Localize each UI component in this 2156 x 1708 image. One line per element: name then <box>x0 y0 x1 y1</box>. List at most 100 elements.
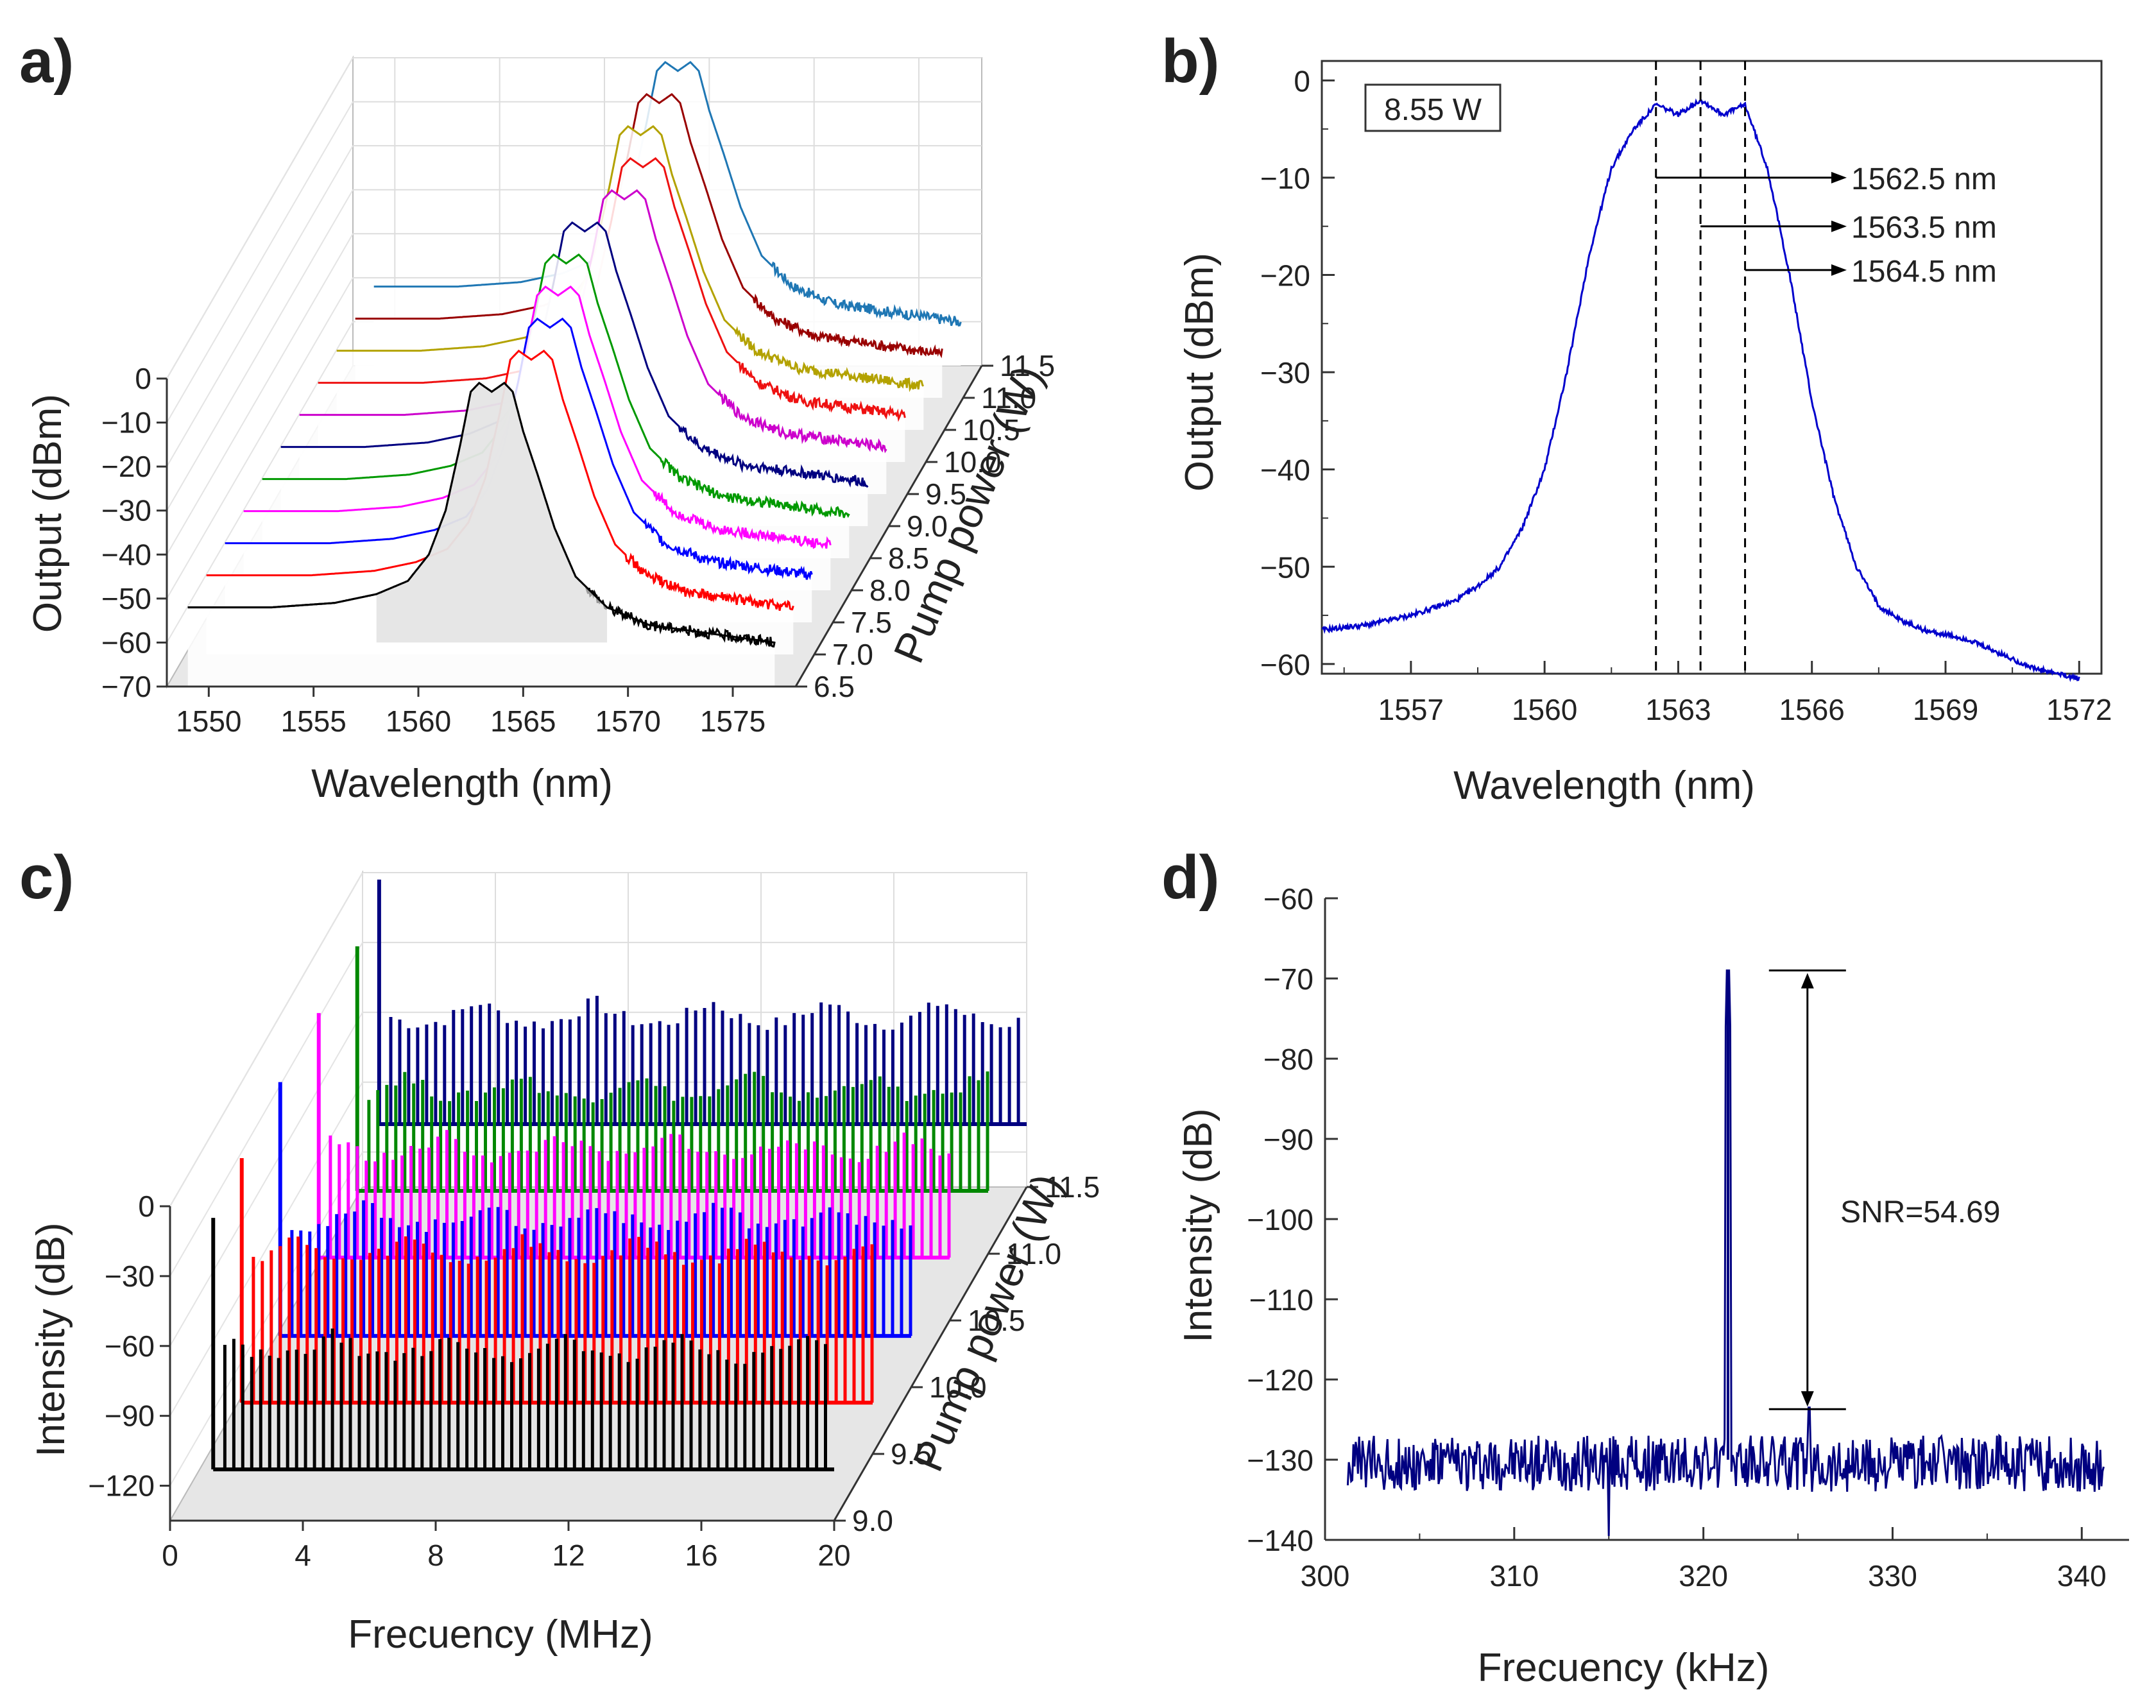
panel-a-z-tick-label: 11.0 <box>981 381 1036 414</box>
panel-a-y-tick-label: −40 <box>101 538 151 571</box>
panel-a-z-tick-label: 7.5 <box>851 606 892 639</box>
panel-a-z-tick-label: 8.0 <box>869 574 911 607</box>
panel-a-z-tick-label: 11.5 <box>1000 349 1055 382</box>
panel-label-d: d) <box>1161 843 1220 912</box>
panel-a-y-tick-label: −50 <box>101 582 151 615</box>
panel-a-series-line <box>373 60 962 327</box>
panel-b-chart: 1557 1560 1563 1566 1569 1572 0 −10 −20 −30 −40 −50… <box>1260 60 2112 726</box>
panel-a-z-tick-label: 9.5 <box>925 477 966 511</box>
panel-b-marker-label: 1563.5 nm <box>1851 211 1997 245</box>
panel-c-z-tick-label: 9.0 <box>852 1504 893 1537</box>
panel-c-x-tick-label: 0 <box>162 1539 178 1572</box>
panel-d-y-label: Intensity (dB) <box>1176 1108 1220 1342</box>
panel-b-marker-label: 1562.5 nm <box>1851 162 1997 196</box>
panel-a-grid-line <box>166 277 354 599</box>
panel-a-x-tick-label: 1565 <box>490 705 556 738</box>
panel-a-x-tick-label: 1570 <box>595 705 660 738</box>
panel-a-series-line <box>262 253 850 518</box>
panel-a-grid-line <box>166 321 354 643</box>
panel-d-x-tick-label: 300 <box>1301 1559 1350 1593</box>
panel-c-grid-line <box>169 1012 363 1347</box>
panel-c-y-tick-label: −120 <box>88 1469 155 1503</box>
panel-b-power-box-label: 8.55 W <box>1384 93 1482 127</box>
panel-b-y-label: Output (dBm) <box>1177 253 1222 491</box>
panel-a-x-tick-label: 1575 <box>700 705 766 738</box>
panel-d-y-tick-label: −60 <box>1263 882 1313 916</box>
panel-c-z-tick-label: 10.0 <box>929 1371 987 1404</box>
panel-c-x-label: Frecuency (MHz) <box>348 1612 653 1657</box>
panel-a-y-tick-label: 0 <box>135 362 151 395</box>
panel-c-y-tick-label: 0 <box>138 1190 155 1223</box>
panel-c-x-tick-label: 4 <box>295 1539 311 1572</box>
panel-a-z-tick-label: 10.0 <box>944 445 1002 479</box>
panel-label-a: a) <box>19 27 74 96</box>
panel-d-x-label: Frecuency (kHz) <box>1478 1646 1770 1690</box>
panel-b-marker-label: 1564.5 nm <box>1851 255 1997 289</box>
panel-b-x-tick-label: 1560 <box>1512 693 1577 726</box>
panel-b-x-tick-label: 1566 <box>1779 693 1845 726</box>
panel-a-z-tick-label: 10.5 <box>963 413 1020 447</box>
panel-d-y-tick-label: −80 <box>1263 1043 1313 1076</box>
panel-b-x-tick-label: 1569 <box>1913 693 1978 726</box>
panel-a-y-tick-label: −10 <box>101 406 151 440</box>
panel-b-y-tick-label: −20 <box>1260 259 1310 292</box>
panel-c-z-tick-label: 11.5 <box>1045 1170 1100 1204</box>
panel-c-z-tick-label: 9.5 <box>891 1437 932 1471</box>
panel-c-grid-line <box>169 872 363 1207</box>
panel-b-y-tick-label: −10 <box>1260 162 1310 195</box>
panel-d-x-tick-label: 320 <box>1679 1559 1728 1593</box>
panel-b-frame <box>1321 60 2103 675</box>
panel-a-x-tick-label: 1555 <box>280 705 346 738</box>
panel-d-chart: 300 310 320 330 340 −60 −70 −80 −90 −100 −110 −120 −… <box>1247 882 2129 1593</box>
panel-a-grid-line <box>166 145 354 467</box>
panel-d-y-tick-label: −130 <box>1247 1444 1313 1477</box>
panel-d-x-tick-label: 310 <box>1489 1559 1539 1593</box>
panel-c-y-label: Intensity (dB) <box>29 1222 73 1456</box>
panel-b-power-box <box>1364 83 1502 132</box>
panel-b-marker-arrowhead <box>1831 220 1847 232</box>
panel-c-grid-line <box>169 942 363 1277</box>
panel-b-x-label: Wavelength (nm) <box>1453 764 1755 808</box>
panel-d-snr-annotation: SNR=54.69 <box>1840 1195 2001 1229</box>
panel-a-y-tick-label: −30 <box>101 494 151 527</box>
panel-c-x-tick-label: 20 <box>817 1539 850 1572</box>
panel-b-y-tick-label: 0 <box>1294 64 1310 98</box>
panel-a-z-tick-label: 8.5 <box>888 542 929 575</box>
panel-d-snr-arrowhead-bottom <box>1801 1391 1814 1407</box>
panel-a-z-tick-label: 9.0 <box>907 509 948 543</box>
panel-label-b: b) <box>1161 27 1220 96</box>
panel-b-y-tick-label: −40 <box>1260 454 1310 487</box>
panel-c-x-tick-label: 12 <box>552 1539 585 1572</box>
panel-d-y-tick-label: −120 <box>1247 1363 1313 1397</box>
panel-c-x-tick-label: 8 <box>427 1539 444 1572</box>
panel-c-z-axis <box>833 1186 1028 1521</box>
panel-d-rf-trace <box>1346 969 2105 1536</box>
panel-a-x-tick-label: 1550 <box>176 705 241 738</box>
panel-b-marker-arrowhead <box>1831 264 1847 276</box>
panel-d-y-tick-label: −110 <box>1249 1283 1313 1317</box>
panel-a-grid-line <box>166 189 354 511</box>
panel-b-y-tick-label: −30 <box>1260 356 1310 389</box>
panel-a-series-line <box>355 92 943 359</box>
panel-d-y-tick-label: −70 <box>1263 962 1313 996</box>
panel-c-chart: 0 4 8 12 16 20 0 −30 −60 −90 −120 9.0 9.5 10.0 10.5 11.… <box>88 870 1100 1572</box>
panel-a-y-label: Output (dBm) <box>26 394 70 633</box>
panel-d-y-tick-label: −90 <box>1263 1123 1313 1156</box>
panel-c-z-tick-label: 10.5 <box>968 1304 1025 1337</box>
panel-a-x-label: Wavelength (nm) <box>311 762 613 806</box>
panel-a-z-tick-label: 6.5 <box>814 670 855 703</box>
panel-a-y-tick-label: −20 <box>101 450 151 483</box>
panel-b-x-tick-label: 1557 <box>1378 693 1444 726</box>
panel-b-x-tick-label: 1572 <box>2046 693 2112 726</box>
panel-c-y-tick-label: −60 <box>105 1329 155 1363</box>
panel-c-z-tick-label: 11.0 <box>1006 1237 1061 1270</box>
panel-a-y-tick-label: −60 <box>101 626 151 659</box>
panel-b-marker-arrowhead <box>1831 171 1847 184</box>
panel-a-series-line-front <box>187 381 775 644</box>
panel-d-y-tick-label: −100 <box>1247 1203 1313 1236</box>
panel-a-grid-line <box>166 101 354 423</box>
panel-c-y-tick-label: −30 <box>105 1260 155 1293</box>
panel-a-chart: 1550 1555 1560 1565 1570 1575 0 −10 −20 −30 −40 −50… <box>101 55 1055 738</box>
panel-a-series-line <box>243 285 832 549</box>
